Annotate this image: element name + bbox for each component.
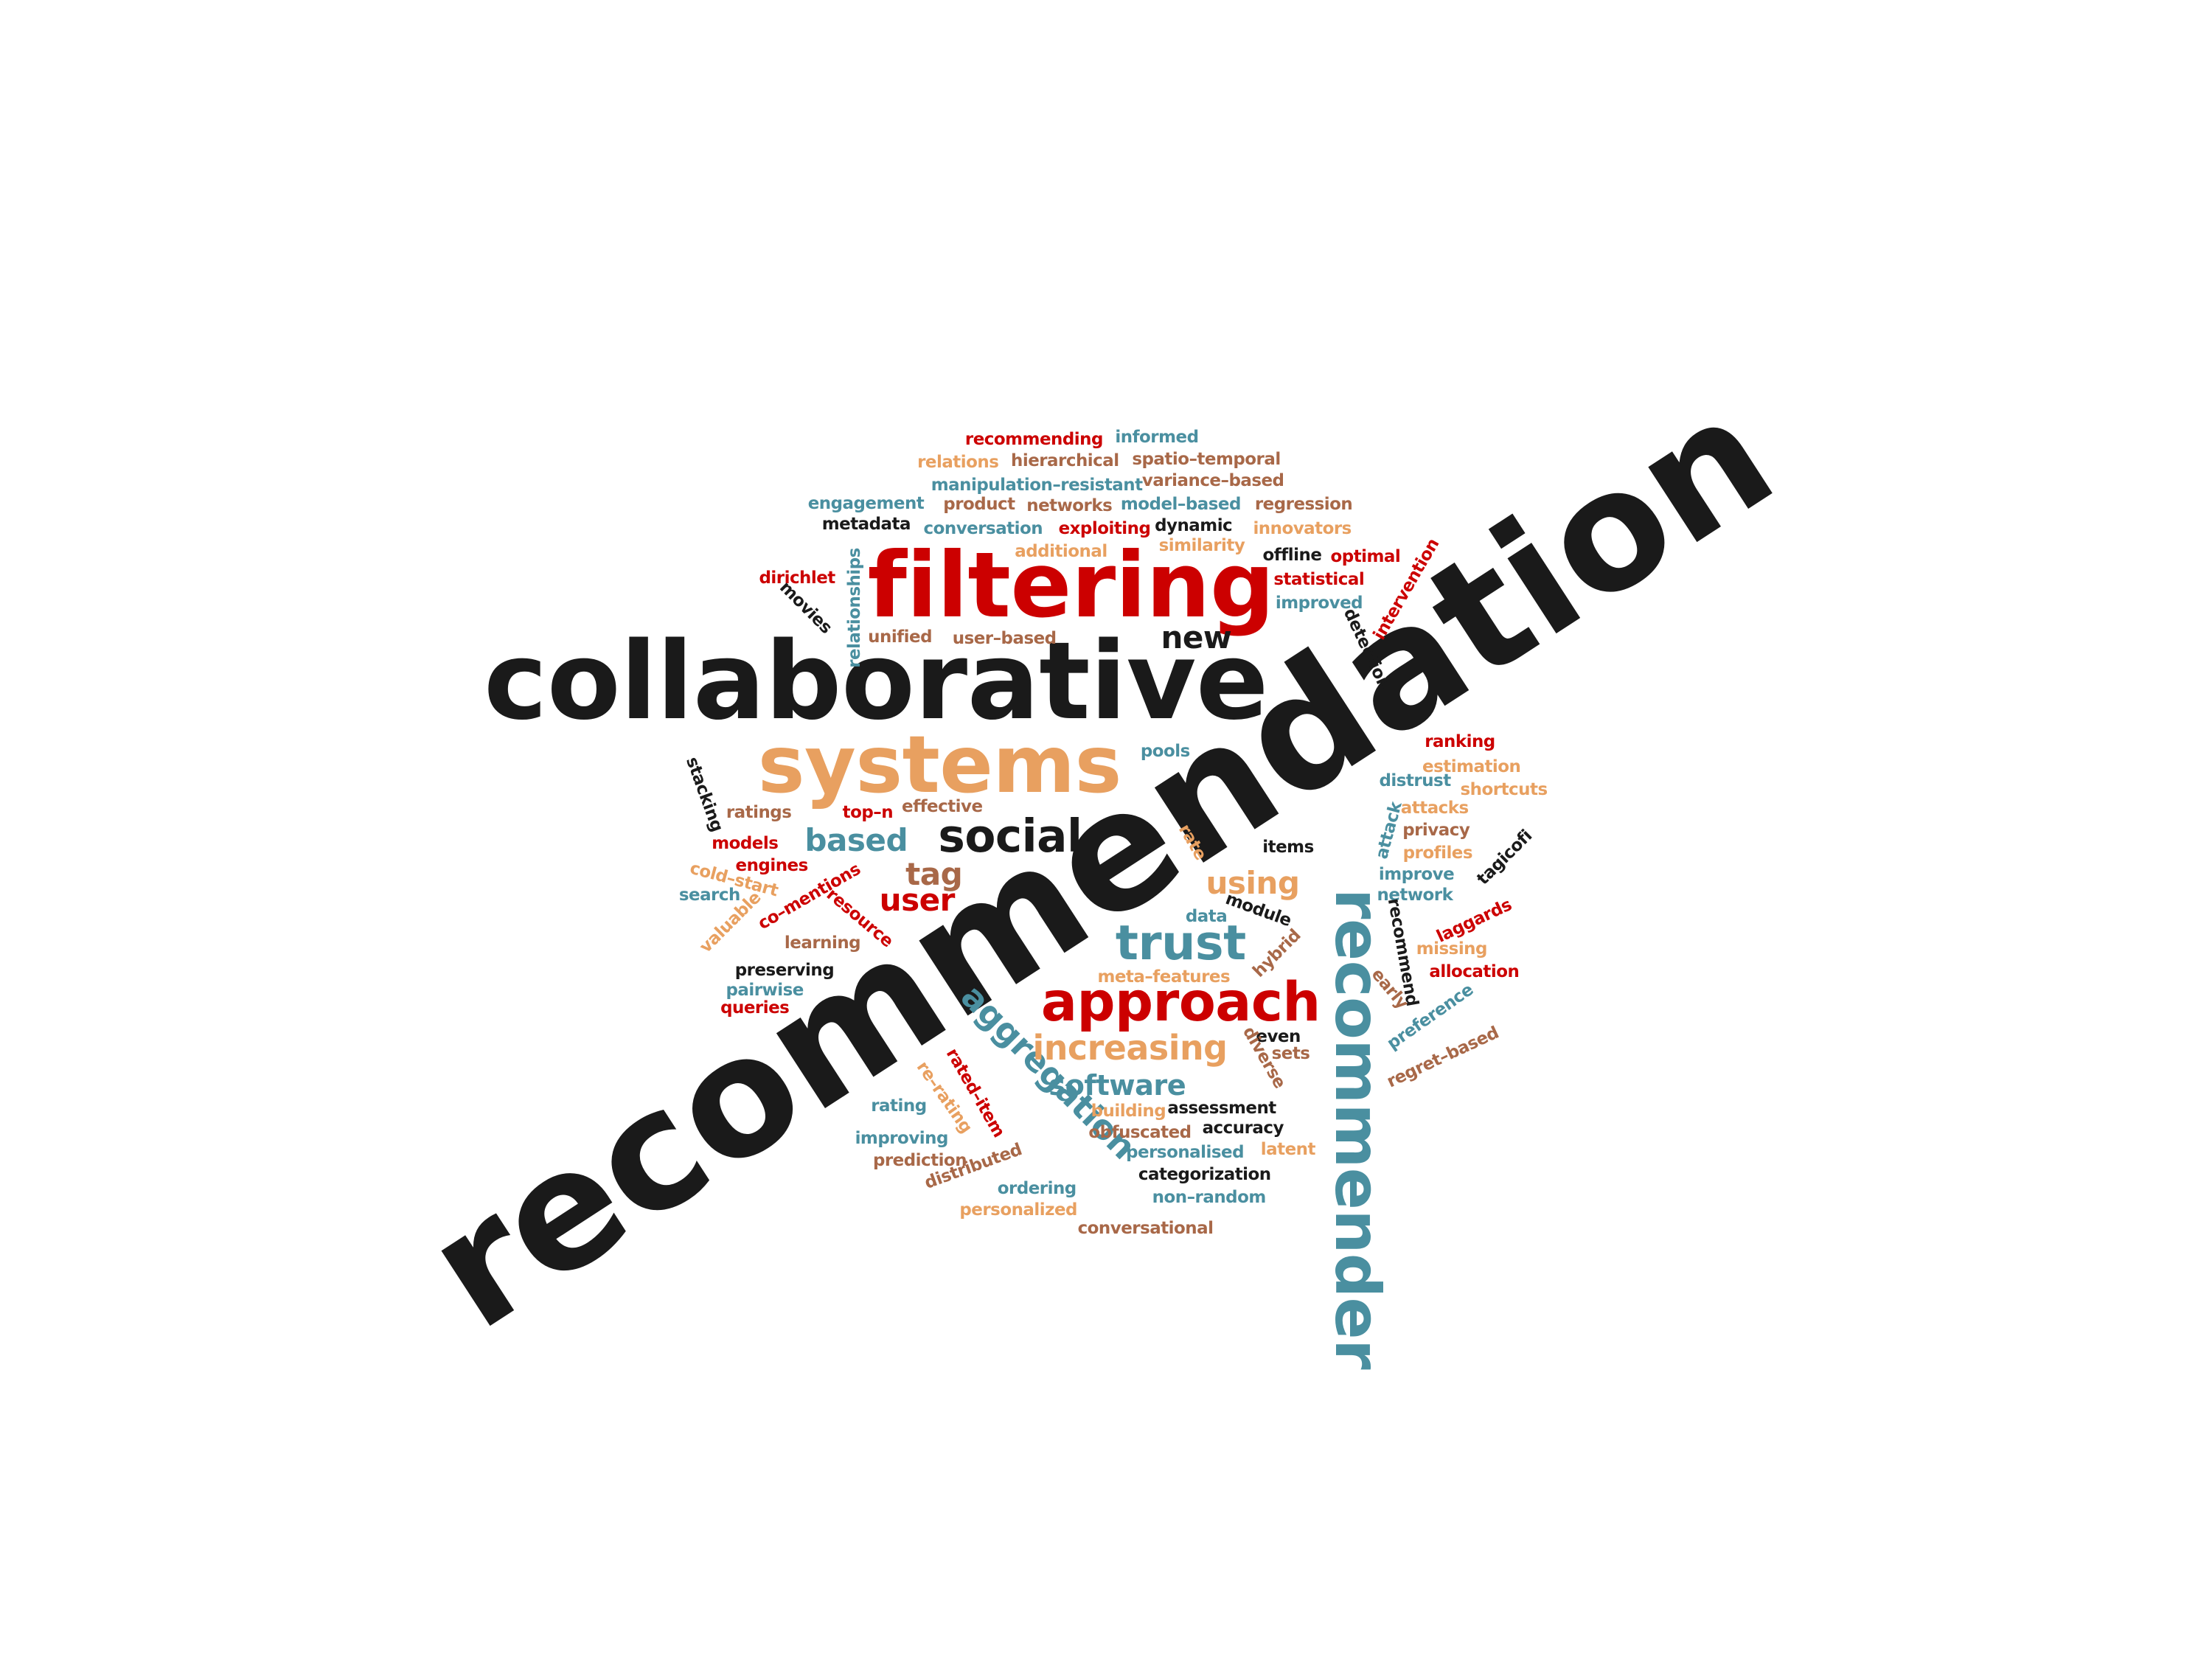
word-accuracy: accuracy	[1202, 1119, 1284, 1138]
word-model-based: model–based	[1120, 495, 1242, 515]
word-missing: missing	[1416, 939, 1488, 959]
word-data: data	[1185, 907, 1228, 927]
word-unified: unified	[868, 627, 932, 647]
word-ordering: ordering	[997, 1179, 1077, 1199]
word-additional: additional	[1015, 541, 1107, 561]
word-improving: improving	[855, 1128, 949, 1148]
word-hierarchical: hierarchical	[1011, 451, 1119, 471]
word-new: new	[1161, 619, 1232, 655]
word-allocation: allocation	[1429, 961, 1520, 981]
word-categorization: categorization	[1138, 1165, 1271, 1185]
word-estimation: estimation	[1422, 757, 1521, 777]
word-building: building	[1091, 1102, 1166, 1121]
word-conversational: conversational	[1077, 1218, 1214, 1238]
word-attack: attack	[1372, 800, 1406, 862]
word-ratings: ratings	[726, 802, 792, 822]
word-improved: improved	[1275, 594, 1363, 613]
word-social: social	[938, 810, 1082, 863]
word-user-based: user–based	[952, 629, 1057, 649]
word-top-n: top–n	[842, 802, 894, 822]
word-search: search	[678, 886, 740, 905]
word-spatio-temporal: spatio–temporal	[1132, 450, 1281, 470]
word-learning: learning	[784, 933, 861, 953]
word-stacking: stacking	[681, 754, 727, 835]
word-manipulation-resistant: manipulation–resistant	[931, 475, 1143, 495]
word-product: product	[943, 495, 1015, 515]
word-queries: queries	[720, 998, 790, 1018]
word-offline: offline	[1262, 546, 1322, 566]
word-using: using	[1206, 864, 1300, 901]
word-networks: networks	[1026, 496, 1113, 516]
word-based: based	[804, 822, 908, 859]
word-shortcuts: shortcuts	[1460, 779, 1548, 799]
word-personalized: personalized	[959, 1200, 1077, 1220]
word-obfuscated: obfuscated	[1088, 1122, 1192, 1142]
word-preserving: preserving	[734, 960, 835, 980]
word-meta-features: meta–features	[1097, 967, 1231, 987]
word-attacks: attacks	[1400, 798, 1469, 818]
word-exploiting: exploiting	[1058, 518, 1151, 538]
word-software: software	[1048, 1069, 1186, 1103]
word-items: items	[1262, 838, 1314, 858]
word-relations: relations	[917, 453, 999, 473]
word-tagicofi: tagicofi	[1473, 826, 1537, 889]
word-recommending: recommending	[964, 430, 1103, 450]
word-profiles: profiles	[1402, 844, 1473, 863]
word-conversation: conversation	[923, 518, 1043, 538]
word-user: user	[879, 881, 956, 918]
word-privacy: privacy	[1402, 821, 1470, 841]
word-trust: trust	[1115, 916, 1246, 972]
word-assessment: assessment	[1167, 1099, 1276, 1119]
word-pools: pools	[1140, 742, 1190, 762]
word-sets: sets	[1271, 1043, 1310, 1063]
word-distrust: distrust	[1379, 771, 1452, 791]
word-informed: informed	[1115, 427, 1199, 447]
word-personalised: personalised	[1126, 1142, 1245, 1162]
word-prediction: prediction	[872, 1151, 967, 1171]
word-engagement: engagement	[807, 493, 925, 513]
word-network: network	[1377, 886, 1453, 905]
word-innovators: innovators	[1253, 518, 1352, 538]
word-non-random: non–random	[1152, 1187, 1267, 1207]
word-approach: approach	[1040, 971, 1321, 1034]
word-collaborative: collaborative	[484, 619, 1268, 744]
word-optimal: optimal	[1330, 547, 1401, 567]
word-increasing: increasing	[1032, 1027, 1228, 1068]
word-latent: latent	[1260, 1139, 1316, 1159]
word-variance-based: variance–based	[1141, 470, 1284, 490]
word-statistical: statistical	[1273, 569, 1365, 589]
word-models: models	[712, 833, 779, 853]
word-metadata: metadata	[821, 515, 911, 535]
word-systems: systems	[757, 720, 1122, 812]
word-filtering: filtering	[867, 532, 1275, 638]
word-improve: improve	[1378, 864, 1455, 884]
word-dirichlet: dirichlet	[759, 568, 835, 588]
word-even: even	[1256, 1026, 1301, 1046]
word-pairwise: pairwise	[726, 980, 804, 1000]
word-dynamic: dynamic	[1155, 516, 1233, 536]
word-effective: effective	[902, 796, 983, 816]
word-recommender: recommender	[1321, 888, 1394, 1369]
word-ranking: ranking	[1425, 731, 1495, 751]
word-tag: tag	[905, 856, 963, 893]
word-engines: engines	[735, 856, 809, 876]
word-regression: regression	[1254, 495, 1353, 515]
word-rating: rating	[871, 1096, 927, 1116]
word-relationships: relationships	[844, 548, 864, 668]
word-similarity: similarity	[1158, 535, 1245, 555]
